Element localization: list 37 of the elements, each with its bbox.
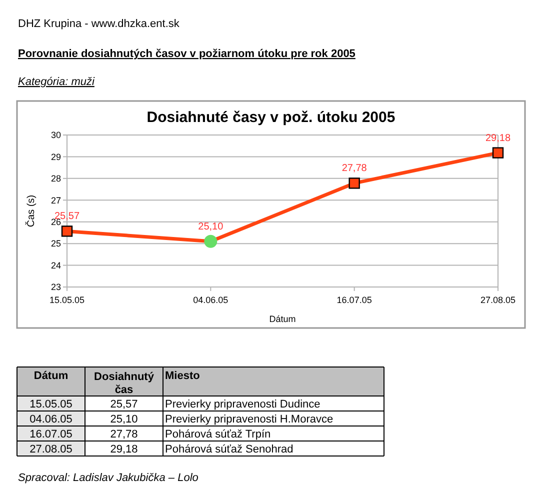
y-axis-title: Čas (s) — [25, 194, 37, 228]
data-label: 27,78 — [342, 163, 368, 174]
text: 29,18 — [110, 444, 138, 456]
category-label: 15.05.05 — [30, 398, 72, 410]
text: DHZ Krupina - www.dhzka.ent.sk — [18, 18, 180, 30]
text: 25,57 — [110, 398, 138, 410]
text: Previerky pripravenosti H.Moravce — [165, 414, 334, 426]
category-label: 27.08.05 — [30, 444, 72, 456]
y-tick-label: 26 — [50, 217, 61, 228]
text: Dátum — [34, 370, 68, 382]
category-label: 04.06.05 — [30, 414, 72, 426]
text: Spracoval: Ladislav Jakubička – Lolo — [18, 472, 198, 484]
data-label: 25,10 — [198, 221, 224, 232]
data-label: 29,18 — [485, 132, 511, 144]
y-tick-label: 23 — [50, 282, 61, 292]
category-label: 16.07.05 — [30, 428, 72, 440]
text: 25,10 — [110, 414, 138, 426]
y-tick-label: 30 — [50, 130, 61, 140]
y-tick-label: 28 — [50, 174, 61, 184]
text: Kategória: muži — [18, 76, 95, 88]
x-tick-label: 04.06.05 — [193, 295, 228, 305]
y-tick-label: 29 — [50, 152, 61, 162]
text: 27,78 — [110, 428, 138, 440]
text: Previerky pripravenosti Dudince — [165, 398, 320, 410]
x-tick-label: 16.07.05 — [336, 295, 372, 305]
text: Pohárová súťaž Trpín — [165, 428, 271, 440]
chart-title: Dosiahnuté časy v pož. útoku 2005 — [146, 109, 396, 126]
chart-subtitle: Porovnanie dosiahnutých časov v požiarnom útoku pre rok 2005 — [18, 48, 356, 60]
x-tick-label: 27.08.05 — [480, 295, 516, 305]
x-tick-label: 15.05.05 — [49, 295, 85, 305]
y-tick-label: 25 — [50, 238, 61, 249]
text: Dosiahnutý čas — [94, 371, 155, 396]
y-tick-label: 27 — [50, 195, 61, 206]
text: Miesto — [165, 370, 200, 382]
x-axis-title: Dátum — [269, 314, 296, 324]
y-tick-label: 24 — [50, 260, 61, 270]
text: Pohárová súťaž Senohrad — [165, 444, 294, 456]
